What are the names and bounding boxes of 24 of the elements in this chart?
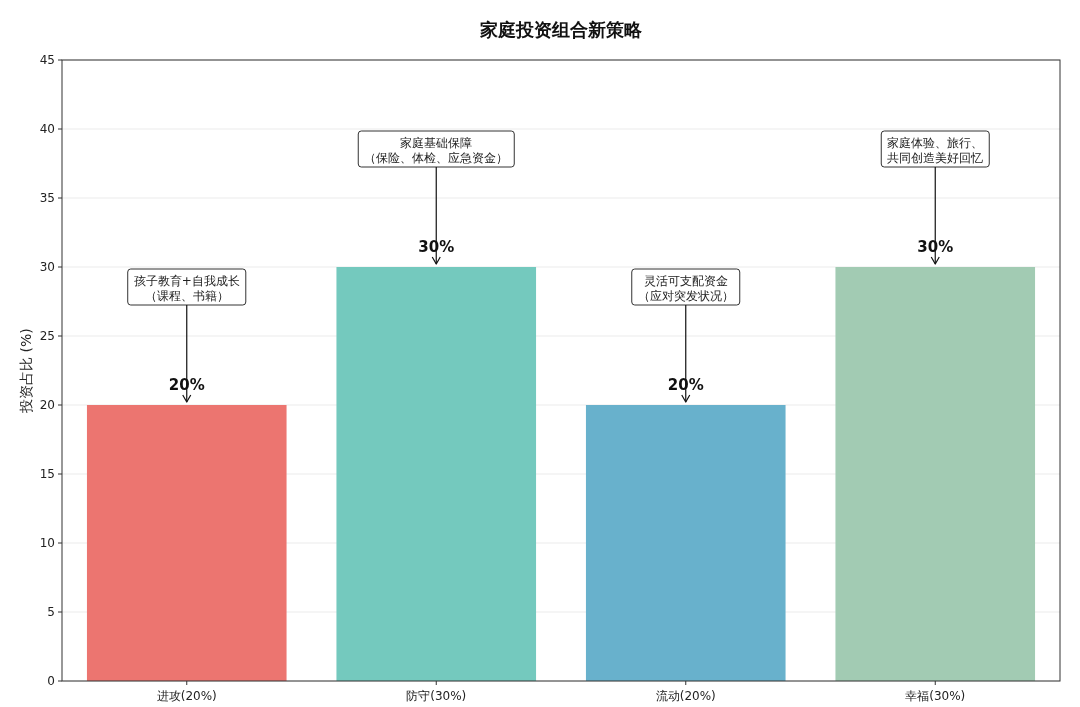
- annotation: 灵活可支配资金（应对突发状况）: [631, 268, 741, 306]
- y-tick-label: 20: [39, 398, 55, 412]
- annotation: 家庭基础保障（保险、体检、应急资金）: [364, 136, 509, 165]
- annotation: 家庭体验、旅行、共同创造美好回忆: [880, 130, 990, 168]
- y-axis-title: 投资占比 (%): [18, 328, 34, 414]
- y-tick-label: 10: [39, 536, 55, 550]
- y-tick-label: 25: [39, 329, 55, 343]
- y-tick-label: 5: [47, 605, 55, 619]
- y-tick-label: 45: [39, 53, 55, 67]
- chart-title: 家庭投资组合新策略: [479, 19, 643, 40]
- x-tick-label: 防守(30%): [406, 689, 467, 703]
- x-tick-label: 进攻(20%): [156, 689, 217, 703]
- x-tick-label: 幸福(30%): [905, 689, 966, 703]
- y-tick-label: 35: [39, 191, 55, 205]
- x-tick-label: 流动(20%): [655, 689, 716, 703]
- y-tick-label: 0: [47, 674, 55, 688]
- y-tick-label: 15: [39, 467, 55, 481]
- annotation: 家庭体验、旅行、共同创造美好回忆: [887, 136, 984, 165]
- annotation: 孩子教育+自我成长（课程、书籍）: [133, 274, 240, 303]
- annotation: 灵活可支配资金（应对突发状况）: [637, 274, 734, 303]
- annotation: 家庭基础保障（保险、体检、应急资金）: [357, 130, 515, 168]
- y-tick-label: 30: [39, 260, 55, 274]
- annotation: 孩子教育+自我成长（课程、书籍）: [127, 268, 247, 306]
- y-tick-label: 40: [39, 122, 55, 136]
